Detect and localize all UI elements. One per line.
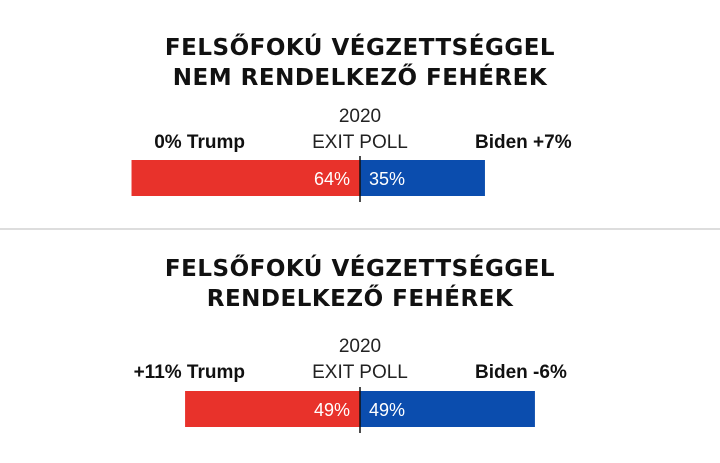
panel-1-trump-shift-label: 0% Trump xyxy=(154,132,245,153)
panel-1-trump-value: 64% xyxy=(314,169,350,189)
panel-non-college-whites: FELSŐFOKÚ VÉGZETTSÉGGEL NEM RENDELKEZŐ F… xyxy=(131,33,572,202)
panel-1-biden-value: 35% xyxy=(369,169,405,189)
panel-1-year: 2020 xyxy=(339,106,381,127)
panel-2-biden-shift-label: Biden -6% xyxy=(475,362,567,383)
panel-2-trump-bar xyxy=(185,391,360,427)
panel-1-biden-bar xyxy=(360,160,485,196)
panel-1-title-line-2: NEM RENDELKEZŐ FEHÉREK xyxy=(173,63,548,91)
panel-2-title-line-1: FELSŐFOKÚ VÉGZETTSÉGGEL xyxy=(165,254,555,282)
panel-2-title-line-2: RENDELKEZŐ FEHÉREK xyxy=(207,284,514,312)
panel-1-title-line-1: FELSŐFOKÚ VÉGZETTSÉGGEL xyxy=(165,33,555,61)
panel-1-trump-bar xyxy=(131,160,360,196)
panel-1-biden-shift-label: Biden +7% xyxy=(475,132,572,153)
panel-2-biden-bar xyxy=(360,391,535,427)
panel-2-trump-value: 49% xyxy=(314,400,350,420)
panel-2-trump-shift-label: +11% Trump xyxy=(134,362,245,383)
panel-2-year: 2020 xyxy=(339,336,381,357)
panel-2-biden-value: 49% xyxy=(369,400,405,420)
panel-college-whites: FELSŐFOKÚ VÉGZETTSÉGGEL RENDELKEZŐ FEHÉR… xyxy=(134,254,567,433)
panel-1-sublabel: EXIT POLL xyxy=(312,132,408,153)
panel-2-sublabel: EXIT POLL xyxy=(312,362,408,383)
